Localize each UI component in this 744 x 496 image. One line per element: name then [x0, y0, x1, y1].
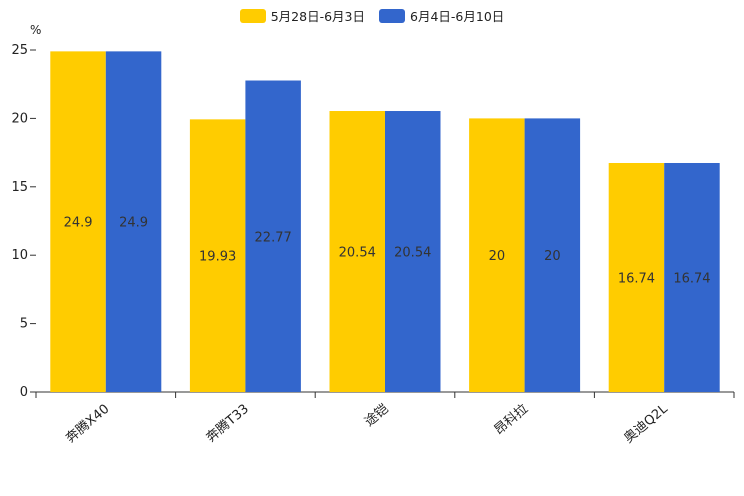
legend-item-series-2[interactable]: 6月4日-6月10日: [379, 6, 504, 25]
data-labels: 24.9 24.9 19.93 22.77 20.54 20.54 20 20 16.74 16.…: [64, 216, 711, 287]
x-category-label-1: 奔腾T33: [203, 401, 252, 446]
legend-swatch-series-2: [379, 8, 405, 23]
data-label-1-1: 19.93: [199, 250, 236, 265]
bar-1-4: [608, 162, 665, 392]
y-tick-label-25: 25: [11, 43, 28, 58]
bar-2-3: [524, 118, 581, 393]
data-label-1-4: 16.74: [618, 271, 655, 286]
x-category-label-3: 昂科拉: [492, 402, 532, 439]
x-category-label-2: 途铠: [361, 401, 391, 430]
y-tick-label-0: 0: [20, 385, 28, 400]
bar-2-4: [664, 162, 720, 392]
data-label-1-2: 20.54: [339, 246, 376, 261]
bar-2-2: [385, 111, 441, 392]
y-axis-unit-label: %: [30, 23, 41, 37]
data-label-2-3: 20: [544, 249, 561, 264]
bar-1-1: [189, 119, 246, 392]
y-tick-label-20: 20: [11, 111, 28, 126]
y-tick-label-10: 10: [11, 248, 28, 263]
y-tick-label-15: 15: [11, 180, 28, 195]
bar-2-1: [245, 80, 301, 392]
chart-legend: 5月28日-6月3日 6月4日-6月10日: [0, 6, 744, 25]
x-category-label-4: 奥迪Q2L: [621, 401, 671, 446]
data-label-1-0: 24.9: [64, 216, 93, 231]
data-label-1-3: 20: [489, 249, 506, 264]
legend-label-series-1: 5月28日-6月3日: [270, 9, 365, 24]
data-label-2-2: 20.54: [394, 246, 431, 261]
bar-1-0: [50, 51, 106, 392]
y-tick-label-5: 5: [20, 317, 28, 332]
legend-label-series-2: 6月4日-6月10日: [410, 9, 505, 24]
legend-swatch-series-1: [239, 8, 266, 23]
bar-1-3: [469, 118, 525, 393]
data-label-2-4: 16.74: [673, 271, 710, 286]
data-label-2-1: 22.77: [255, 230, 292, 245]
data-label-2-0: 24.9: [119, 216, 148, 231]
bars: [50, 51, 720, 393]
bar-1-2: [329, 111, 385, 392]
x-category-label-0: 奔腾X40: [63, 401, 113, 446]
bar-2-0: [105, 51, 162, 392]
legend-item-series-1[interactable]: 5月28日-6月3日: [239, 6, 365, 25]
